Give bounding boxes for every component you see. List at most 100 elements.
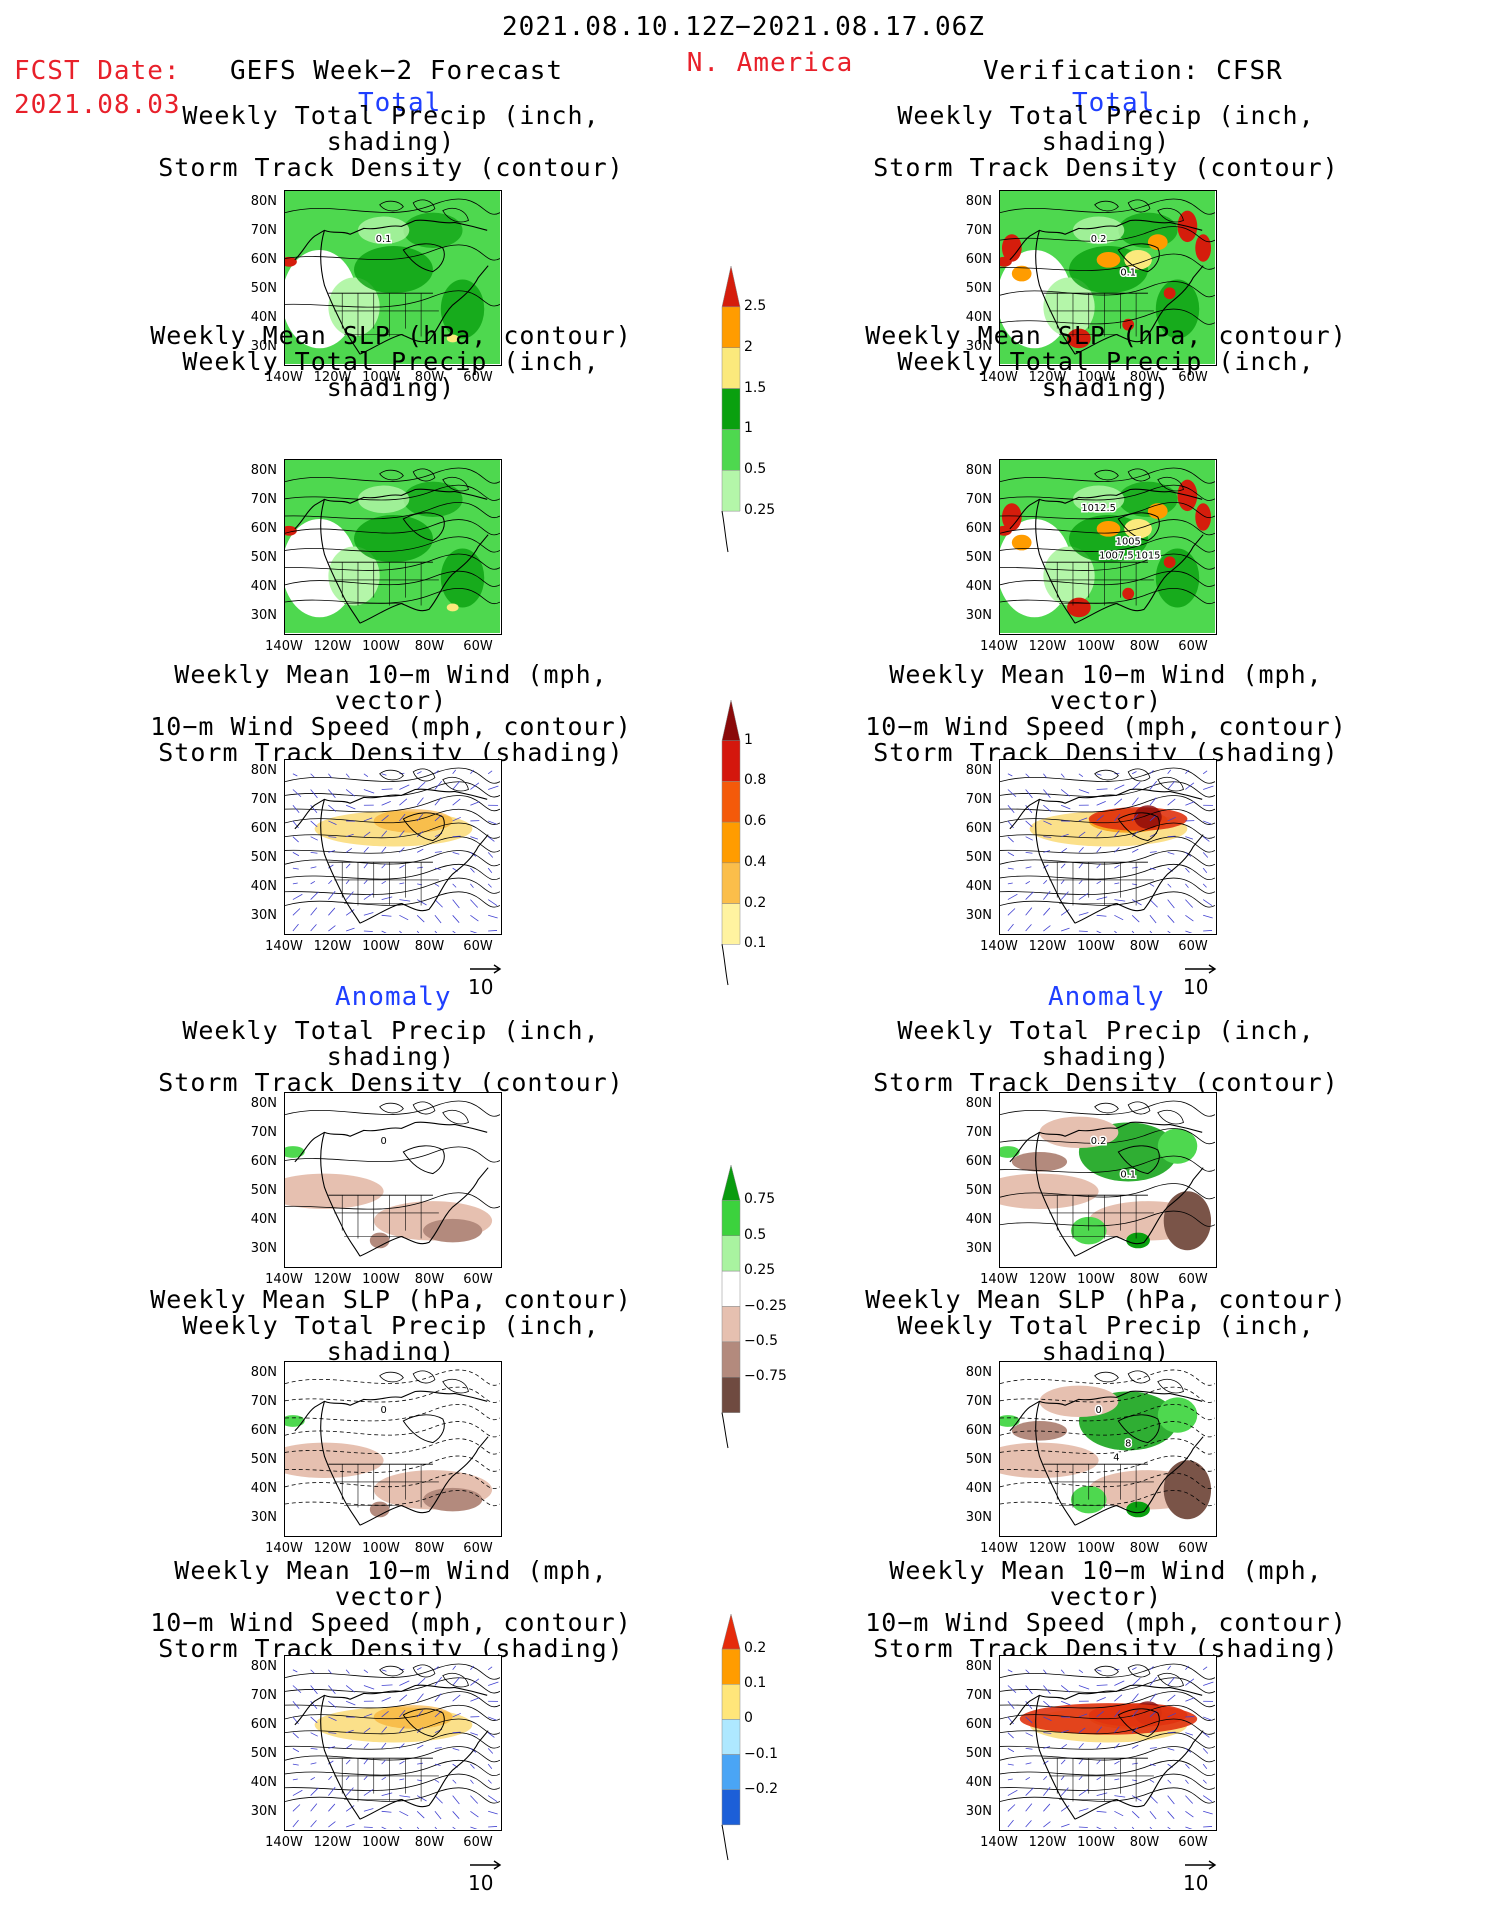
coastline [359, 1436, 489, 1526]
wind-vector [399, 847, 405, 853]
wind-vector [346, 927, 355, 932]
hudson-bay [1117, 1708, 1160, 1738]
panel-title-line: Weekly Total Precip (inch, shading) [897, 1311, 1315, 1366]
lat-tick-label: 50N [965, 1746, 992, 1761]
wind-vector [1202, 770, 1208, 775]
wind-vector [1185, 836, 1194, 840]
coastline [359, 265, 489, 355]
wind-vector [1167, 1731, 1176, 1734]
wind-vector [381, 1776, 387, 1781]
wind-vector [328, 1786, 336, 1796]
wind-vector [1007, 1716, 1014, 1725]
wind-vector [346, 1823, 355, 1828]
vector-reference: 10 [468, 1859, 504, 1895]
wind-vector [1025, 1716, 1033, 1724]
lat-tick-label: 70N [965, 792, 992, 807]
wind-vector [1078, 1727, 1086, 1733]
wind-vector [1078, 1669, 1084, 1674]
wind-vector [434, 1795, 443, 1804]
colorbar-swatch [721, 1789, 741, 1826]
wind-vector [399, 899, 411, 902]
wind-vector [487, 1748, 494, 1754]
lat-tick-label: 30N [965, 1241, 992, 1256]
lon-tick-label: 140W [265, 370, 303, 385]
wind-vector [452, 1811, 460, 1819]
wind-vector [328, 1732, 337, 1734]
arctic-island [1094, 200, 1119, 212]
contour-line [1000, 1732, 1215, 1750]
lon-tick-label: 60W [1178, 939, 1208, 954]
wind-vector [1025, 1820, 1032, 1828]
arctic-island [1094, 1102, 1119, 1114]
wind-vector [1202, 1779, 1207, 1784]
wind-vector [1131, 797, 1139, 806]
wind-vector [292, 1669, 298, 1673]
date-range-title: 2021.08.10.12Z−2021.08.17.06Z [502, 12, 985, 42]
contour-line [285, 1146, 500, 1163]
wind-vector [1202, 899, 1213, 906]
wind-vector [434, 1693, 442, 1702]
panel-title-line: Weekly Mean SLP (hPa, contour) [150, 321, 632, 350]
arctic-island [1094, 1371, 1119, 1383]
wind-vector [1131, 1744, 1139, 1749]
lon-tick-label: 80W [414, 370, 445, 385]
wind-vector [381, 1792, 393, 1796]
wind-vector [345, 789, 355, 797]
wind-vector [1131, 1795, 1142, 1802]
lon-tick-label: 60W [463, 939, 493, 954]
wind-vector [399, 830, 405, 837]
wind-vector [1061, 1729, 1069, 1734]
wind-vector [363, 893, 374, 900]
verification-title: Verification: CFSR [983, 56, 1283, 86]
coastline [359, 1730, 489, 1820]
lon-tick-label: 140W [980, 1272, 1018, 1287]
colorbar-tail [721, 1412, 729, 1449]
arctic-island [412, 468, 436, 482]
colorbar-swatch [721, 781, 741, 823]
arctic-island [442, 476, 469, 492]
wind-vector [1078, 789, 1090, 794]
wind-vector [1185, 914, 1194, 922]
wind-vector [1060, 848, 1067, 853]
colorbar-swatch [721, 1200, 741, 1236]
contour-label: 0.2 [1091, 1136, 1107, 1147]
wind-vector [1060, 879, 1065, 885]
wind-vector [1149, 867, 1156, 870]
lat-tick-label: 80N [250, 194, 277, 209]
colorbar-swatch [721, 1684, 741, 1720]
wind-vector [1167, 915, 1175, 923]
wind-vector [416, 915, 425, 923]
arctic-island [442, 1378, 469, 1394]
wind-vector [1131, 1826, 1135, 1829]
wind-vector [1167, 852, 1175, 855]
wind-vector [1043, 907, 1051, 916]
wind-vector [1149, 1826, 1153, 1829]
contour-line [285, 536, 500, 553]
coastline [1074, 1167, 1204, 1257]
wind-vector [1149, 1676, 1158, 1686]
wind-vector [470, 782, 480, 790]
contour-line [285, 1438, 500, 1455]
shading-blob [1072, 216, 1125, 245]
contour-line [1000, 553, 1215, 571]
lat-tick-label: 70N [250, 792, 277, 807]
lon-tick-label: 80W [1129, 639, 1160, 654]
map-total-precip-gefs: 0.1 [284, 190, 502, 366]
wind-vector [345, 1759, 351, 1765]
panel-title-line: Storm Track Density (contour) [873, 1068, 1339, 1097]
hudson-bay [402, 1145, 445, 1175]
panel-title-line: 10−m Wind Speed (mph, contour) [865, 712, 1347, 741]
contour-line [1000, 519, 1215, 536]
wind-vector [1043, 1685, 1051, 1694]
coastline [294, 219, 488, 261]
vector-arrow-icon [470, 964, 502, 974]
wind-vector [1167, 1712, 1176, 1718]
contour-line [285, 1773, 500, 1791]
arctic-island [379, 469, 404, 481]
wind-vector [1043, 850, 1051, 853]
wind-vector [488, 820, 497, 825]
panel-title: Weekly Mean SLP (hPa, contour) Weekly Tot… [111, 1287, 671, 1365]
wind-vector [1185, 883, 1189, 888]
section-anomaly-right: Anomaly [1048, 982, 1165, 1012]
wind-vector [1007, 1763, 1014, 1766]
